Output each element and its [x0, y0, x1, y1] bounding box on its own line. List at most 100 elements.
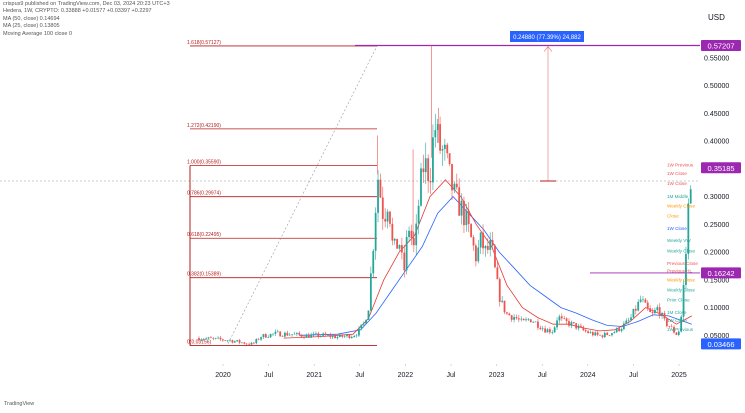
candle-body [334, 335, 336, 339]
candle-body [253, 342, 255, 344]
candle-body [384, 218, 387, 222]
candle-body [219, 337, 222, 340]
x-tick-label: 2024 [580, 372, 596, 379]
candle-body [436, 124, 439, 131]
y-tick-label: 0.40000 [704, 139, 729, 146]
candle-body [582, 326, 585, 331]
candle-body [429, 181, 432, 183]
candle-body [341, 334, 344, 337]
candle-body [298, 332, 301, 335]
x-tick-label: Jul [355, 372, 364, 379]
candle-body [520, 318, 523, 320]
candle-body [646, 302, 649, 309]
candle-body [611, 333, 613, 336]
candle-body [439, 124, 441, 151]
candle-body [689, 189, 692, 204]
candle-body [448, 153, 451, 165]
fib-level-label: 1.618(0.57127) [187, 40, 221, 46]
candle-body [217, 337, 219, 339]
candle-body [202, 339, 205, 340]
candle-body [534, 321, 537, 323]
candle-body [322, 333, 325, 336]
level-label: Weekly Close [667, 203, 695, 208]
candle-body [525, 319, 527, 321]
candle-body [517, 318, 520, 320]
candle-body [632, 308, 635, 318]
candle-body [233, 341, 236, 343]
candle-body [403, 252, 406, 271]
candle-body [295, 332, 298, 334]
candle-body [637, 301, 640, 311]
fib-levels: 1.618(0.57127) 1.272(0.42190) 1.000(0.3559… [187, 40, 378, 346]
candle-body [231, 340, 234, 343]
candle-body [293, 333, 296, 335]
candle-body [470, 224, 473, 238]
candle-body [661, 312, 663, 317]
candle-body [682, 284, 685, 317]
candle-body [580, 325, 582, 327]
candle-body [420, 168, 422, 206]
chart-header: crispus9 published on TradingView.com, D… [3, 1, 170, 38]
candle-body [360, 324, 363, 329]
right-side-labels: 1W Previous 1W Close 1W Close 1M Middle Week… [667, 163, 698, 332]
candle-body [303, 336, 305, 338]
candle-body [596, 332, 599, 335]
candle-body [343, 336, 346, 337]
level-label: 1W Previous [667, 327, 694, 332]
candle-body [539, 327, 542, 330]
candle-body [601, 335, 604, 338]
candle-body [474, 245, 477, 262]
candle-body [214, 338, 217, 339]
candle-body [634, 308, 637, 311]
ma3-legend[interactable]: Moving Average 100 close 0 [3, 30, 72, 37]
candle-body [236, 340, 239, 342]
candle-body [558, 316, 561, 321]
measure-label: 0.24880 (77.39%) 24,882 [513, 35, 581, 41]
candle-body [603, 332, 606, 338]
price-badge-label: 0.16242 [707, 269, 734, 278]
candle-body [649, 308, 652, 313]
candle-body [622, 323, 625, 330]
ma-red-line [283, 179, 692, 339]
candle-body [594, 332, 597, 336]
measure-tool[interactable]: 0.24880 (77.39%) 24,882 [355, 31, 700, 274]
candle-body [377, 179, 379, 213]
level-label: Close [667, 213, 679, 218]
y-tick-label: 0.30000 [704, 194, 729, 201]
level-label: Weekly Close [667, 277, 695, 282]
candle-body [501, 300, 504, 302]
candle-body [441, 149, 444, 151]
candle-body [522, 318, 525, 321]
candle-body [248, 343, 251, 345]
level-label: Previous HL [667, 269, 692, 274]
candle-body [374, 212, 377, 251]
candle-body [665, 318, 668, 327]
candle-body [207, 337, 210, 339]
candle-body [591, 332, 594, 336]
ma2-legend[interactable]: MA (25, close) 0.13805 [3, 23, 60, 30]
candle-body [479, 232, 482, 248]
measure-arrow-icon [543, 46, 553, 52]
candle-body [460, 200, 463, 216]
candle-body [685, 253, 687, 285]
symbol-line[interactable]: Hedera, 1W, CRYPTO: 0.33888 +0.01577 +0.… [3, 8, 152, 15]
candle-body [625, 320, 628, 324]
y-tick-label: 0.20000 [704, 250, 729, 257]
x-tick-label: Jul [264, 372, 273, 379]
candle-body [680, 316, 683, 332]
candle-body [651, 312, 654, 314]
x-tick-label: 2020 [215, 372, 231, 379]
ma1-legend[interactable]: MA (50, close) 0.14694 [3, 15, 60, 22]
y-tick-label: 0.55000 [704, 55, 729, 62]
candle-body [415, 223, 418, 246]
y-tick-label: 0.50000 [704, 83, 729, 90]
candle-body [329, 334, 332, 338]
candle-body [513, 317, 515, 320]
candle-body [677, 331, 680, 335]
level-label: Weekly VW [667, 238, 691, 243]
candle-body [482, 232, 484, 249]
candle-body [589, 332, 592, 334]
level-label: 1M Middle [667, 194, 689, 199]
candle-body [326, 334, 329, 336]
